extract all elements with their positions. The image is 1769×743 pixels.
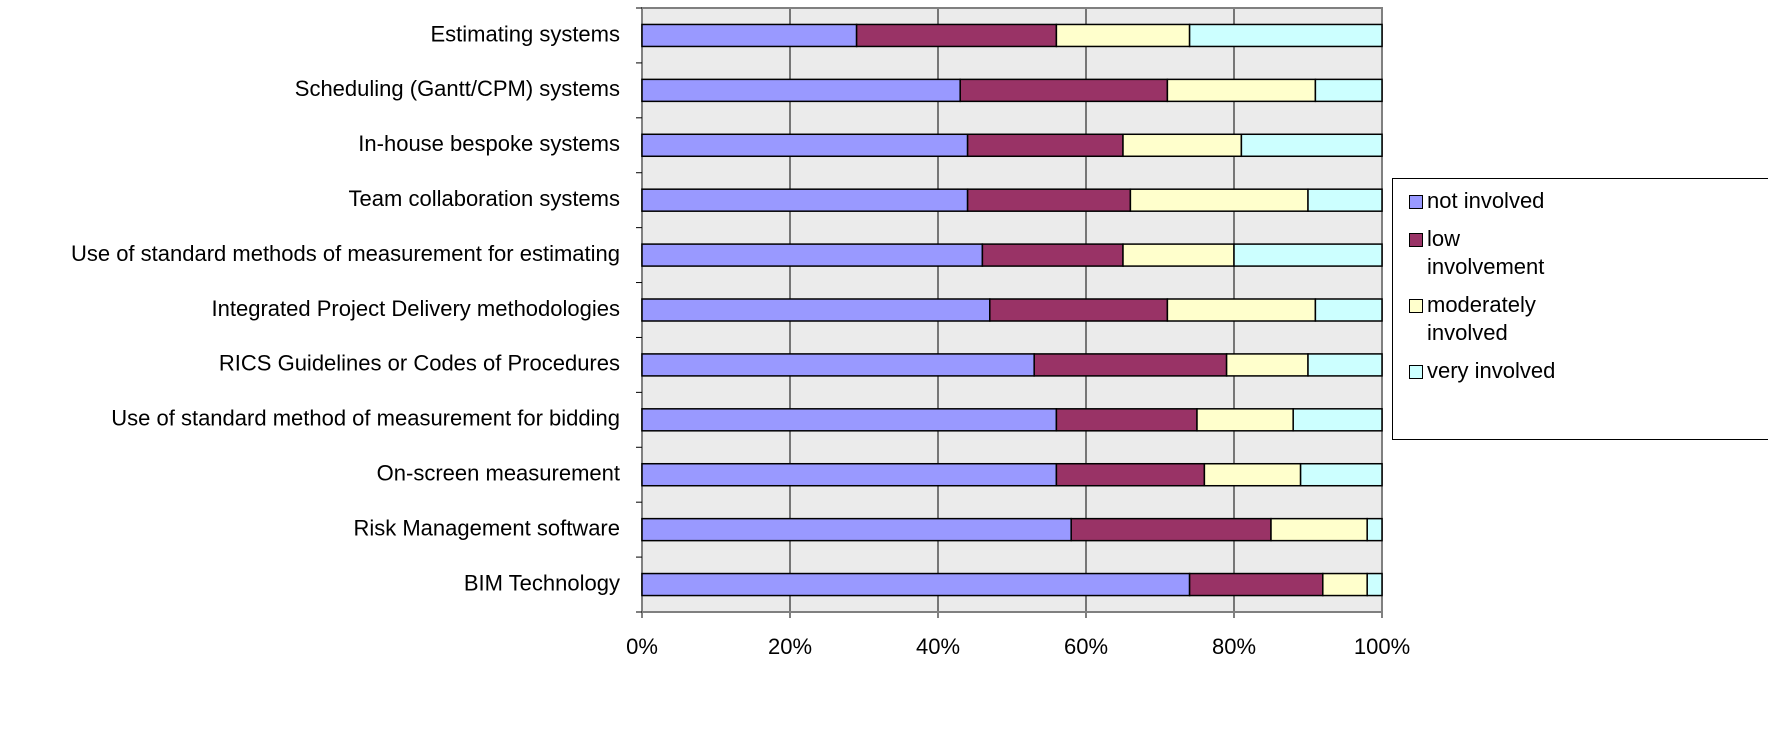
- bar-segment: [641, 408, 1058, 432]
- bar-segment: [1225, 353, 1309, 377]
- bar-segment: [1366, 572, 1383, 597]
- bar-segment: [1166, 78, 1317, 103]
- legend-label: very involved: [1427, 358, 1556, 383]
- bar-segment: [1122, 133, 1243, 158]
- x-tick-label: 60%: [1064, 634, 1108, 659]
- bar-segment: [1292, 408, 1383, 432]
- y-tick-label: Use of standard method of measurement fo…: [111, 406, 620, 431]
- bar-segment: [959, 78, 1169, 103]
- legend-label: low involvement: [1427, 226, 1545, 279]
- bar-segment: [641, 243, 984, 267]
- x-tick-label: 20%: [768, 634, 812, 659]
- bar-segment: [966, 133, 1124, 158]
- legend-swatch: [1409, 195, 1423, 209]
- bar-segment: [641, 298, 991, 322]
- legend-swatch: [1409, 299, 1423, 313]
- bar-segment: [1055, 23, 1191, 48]
- x-tick-label: 80%: [1212, 634, 1256, 659]
- bar-segment: [641, 353, 1035, 377]
- bar-segment: [1055, 462, 1206, 487]
- y-tick-label: BIM Technology: [464, 570, 620, 595]
- bar-segment: [1055, 408, 1198, 432]
- bar-segment: [641, 462, 1058, 487]
- bar-segment: [989, 298, 1169, 322]
- bar-segment: [641, 23, 858, 48]
- y-tick-label: Integrated Project Delivery methodologie…: [212, 296, 620, 321]
- bar-segment: [1188, 23, 1383, 48]
- bar-segment: [1129, 188, 1309, 212]
- bar-segment: [1307, 353, 1383, 377]
- bar-segment: [641, 188, 969, 212]
- bar-segment: [1240, 133, 1383, 158]
- bar-segment: [1314, 78, 1383, 103]
- y-tick-label: Team collaboration systems: [349, 186, 620, 211]
- legend-item: not involved: [1409, 187, 1768, 215]
- y-tick-label: RICS Guidelines or Codes of Procedures: [219, 351, 620, 376]
- bar-segment: [855, 23, 1058, 48]
- bar-segment: [1033, 353, 1228, 377]
- bar-segment: [1196, 408, 1294, 432]
- bar-segment: [1233, 243, 1383, 267]
- legend-label: not involved: [1427, 188, 1545, 213]
- bar-segment: [1366, 517, 1383, 542]
- legend-label: moderately involved: [1427, 292, 1536, 345]
- legend-swatch: [1409, 365, 1423, 379]
- bar-segment: [1322, 572, 1368, 597]
- bar-segment: [641, 133, 969, 158]
- bar-segment: [1203, 462, 1302, 487]
- bar-segment: [1122, 243, 1235, 267]
- x-tick-label: 0%: [626, 634, 658, 659]
- bar-segment: [641, 572, 1191, 597]
- bar-segment: [981, 243, 1124, 267]
- y-tick-label: In-house bespoke systems: [358, 131, 620, 156]
- bar-segment: [641, 78, 961, 103]
- y-tick-label: Estimating systems: [431, 21, 621, 46]
- bar-segment: [1166, 298, 1317, 322]
- bar-segment: [966, 188, 1132, 212]
- bar-segment: [1070, 517, 1272, 542]
- y-tick-label: Use of standard methods of measurement f…: [71, 241, 620, 266]
- y-tick-label: Risk Management software: [353, 515, 620, 540]
- bar-segment: [641, 517, 1072, 542]
- bar-segment: [1299, 462, 1383, 487]
- x-tick-label: 40%: [916, 634, 960, 659]
- bar-segment: [1188, 572, 1324, 597]
- x-tick-label: 100%: [1354, 634, 1410, 659]
- y-tick-label: Scheduling (Gantt/CPM) systems: [295, 76, 620, 101]
- bar-segment: [1270, 517, 1368, 542]
- bar-segment: [1307, 188, 1383, 212]
- legend-item: very involved: [1409, 357, 1768, 385]
- y-tick-label: On-screen measurement: [377, 461, 620, 486]
- bar-segment: [1314, 298, 1383, 322]
- legend-item: moderately involved: [1409, 291, 1768, 347]
- legend-item: low involvement: [1409, 225, 1768, 281]
- legend: not involved low involvement moderately in…: [1392, 178, 1768, 440]
- legend-swatch: [1409, 233, 1423, 247]
